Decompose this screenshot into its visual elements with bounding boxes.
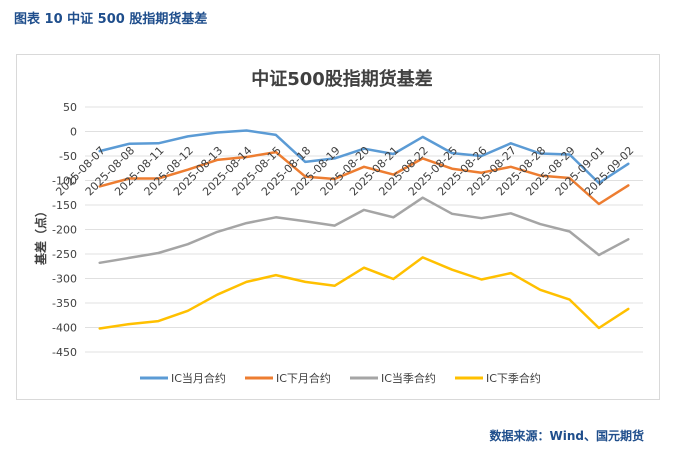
y-tick-label: -300 [52, 273, 77, 286]
basis-line-chart: 中证500股指期货基差 50 0 -50 -100 -150 -200 -250 -300 -3… [33, 68, 643, 385]
y-tick-label: -250 [52, 248, 77, 261]
x-axis-ticks: 2025-08-072025-08-082025-08-112025-08-12… [53, 144, 636, 198]
y-tick-label: -400 [52, 322, 77, 335]
series-line [98, 150, 630, 206]
chart-title: 中证500股指期货基差 [251, 68, 433, 90]
series-line [98, 129, 630, 185]
y-axis-label: 基差（点） [33, 205, 48, 266]
series-line [98, 256, 630, 330]
y-tick-label: -200 [52, 224, 77, 237]
y-tick-label: -150 [52, 199, 77, 212]
series-layer [98, 129, 630, 330]
legend-label: IC下季合约 [486, 371, 541, 385]
series-line [98, 196, 630, 265]
y-tick-label: 50 [63, 101, 77, 114]
legend-label: IC当季合约 [381, 371, 436, 385]
figure-caption: 图表 10 中证 500 股指期货基差 [14, 12, 208, 27]
y-tick-label: -100 [52, 175, 77, 188]
grid-layer [85, 106, 643, 353]
legend-label: IC下月合约 [276, 371, 331, 385]
source-note: 数据来源：Wind、国元期货 [489, 429, 644, 443]
legend: IC当月合约 IC下月合约 IC当季合约 IC下季合约 [140, 371, 541, 385]
y-tick-label: -350 [52, 297, 77, 310]
y-axis-ticks: 50 0 -50 -100 -150 -200 -250 -300 -350 -400 -450 [52, 101, 77, 359]
legend-label: IC当月合约 [171, 371, 226, 385]
y-tick-label: -450 [52, 346, 77, 359]
y-tick-label: -50 [59, 150, 77, 163]
chart-frame: 中证500股指期货基差 50 0 -50 -100 -150 -200 -250 -300 -3… [16, 54, 660, 400]
y-tick-label: 0 [70, 126, 77, 139]
